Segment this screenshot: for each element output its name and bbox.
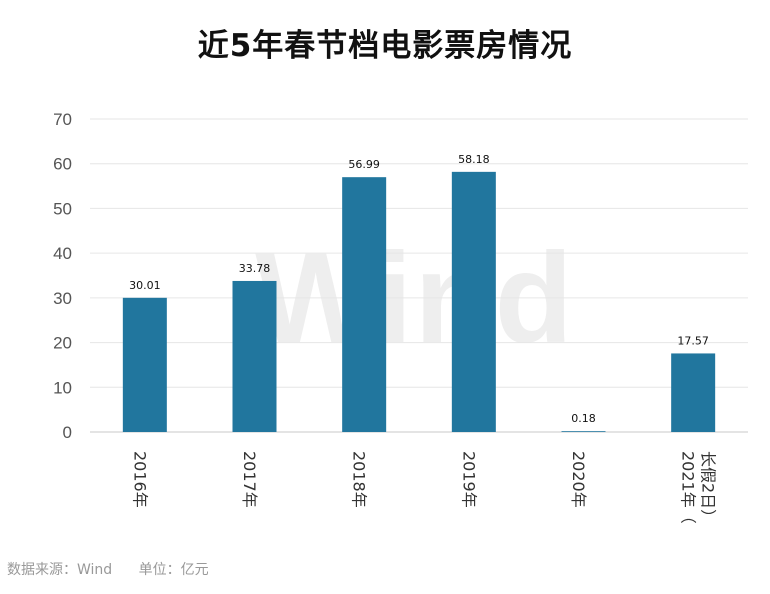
bar <box>451 171 496 432</box>
x-tick-label: 2017年 <box>240 451 259 508</box>
data-labels: 30.01 33.78 56.99 58.18 0.18 17.57 <box>129 153 709 425</box>
footer: 数据来源：Wind 单位：亿元 <box>7 559 209 579</box>
data-label: 30.01 <box>129 279 161 292</box>
y-tick-label: 20 <box>53 334 72 353</box>
data-label: 17.57 <box>677 334 709 347</box>
x-tick-label-line: 长假2日） <box>699 451 718 525</box>
x-tick-label-line: 2016年 <box>130 451 149 508</box>
source-note: 数据来源：Wind <box>7 562 113 578</box>
data-label: 0.18 <box>571 412 596 425</box>
y-tick-label: 70 <box>53 110 72 129</box>
bars <box>122 171 716 432</box>
y-tick-label: 40 <box>53 244 72 263</box>
x-tick-label-line: 2020年 <box>569 451 588 508</box>
data-label: 58.18 <box>458 153 490 166</box>
x-tick-label: 2019年 <box>459 451 478 508</box>
x-axis-ticks: 2016年 2017年 2018年 2019年 2020年 2021年（ 长假2日） <box>130 451 717 525</box>
x-tick-label: 2020年 <box>569 451 588 508</box>
x-tick-label-line: 2017年 <box>240 451 259 508</box>
y-axis-ticks: 0 10 20 30 40 50 60 70 <box>53 110 72 442</box>
y-tick-label: 0 <box>63 423 72 442</box>
x-tick-label: 2016年 <box>130 451 149 508</box>
chart-title: 近5年春节档电影票房情况 <box>197 28 573 64</box>
y-tick-label: 50 <box>53 199 72 218</box>
x-tick-label-line: 2021年（ <box>679 451 698 524</box>
unit-note: 单位：亿元 <box>138 562 209 578</box>
bar <box>671 353 716 432</box>
bar <box>342 177 387 432</box>
data-label: 56.99 <box>348 158 380 171</box>
x-tick-label: 2018年 <box>350 451 369 508</box>
x-tick-label: 2021年（ 长假2日） <box>679 451 718 525</box>
x-tick-label-line: 2019年 <box>459 451 478 508</box>
bar <box>561 431 606 432</box>
bar <box>232 280 277 432</box>
grid-lines <box>90 118 748 433</box>
data-label: 33.78 <box>239 262 271 275</box>
y-tick-label: 30 <box>53 289 72 308</box>
bar <box>122 297 167 432</box>
x-tick-label-line: 2018年 <box>350 451 369 508</box>
y-tick-label: 60 <box>53 155 72 174</box>
y-tick-label: 10 <box>53 378 72 397</box>
